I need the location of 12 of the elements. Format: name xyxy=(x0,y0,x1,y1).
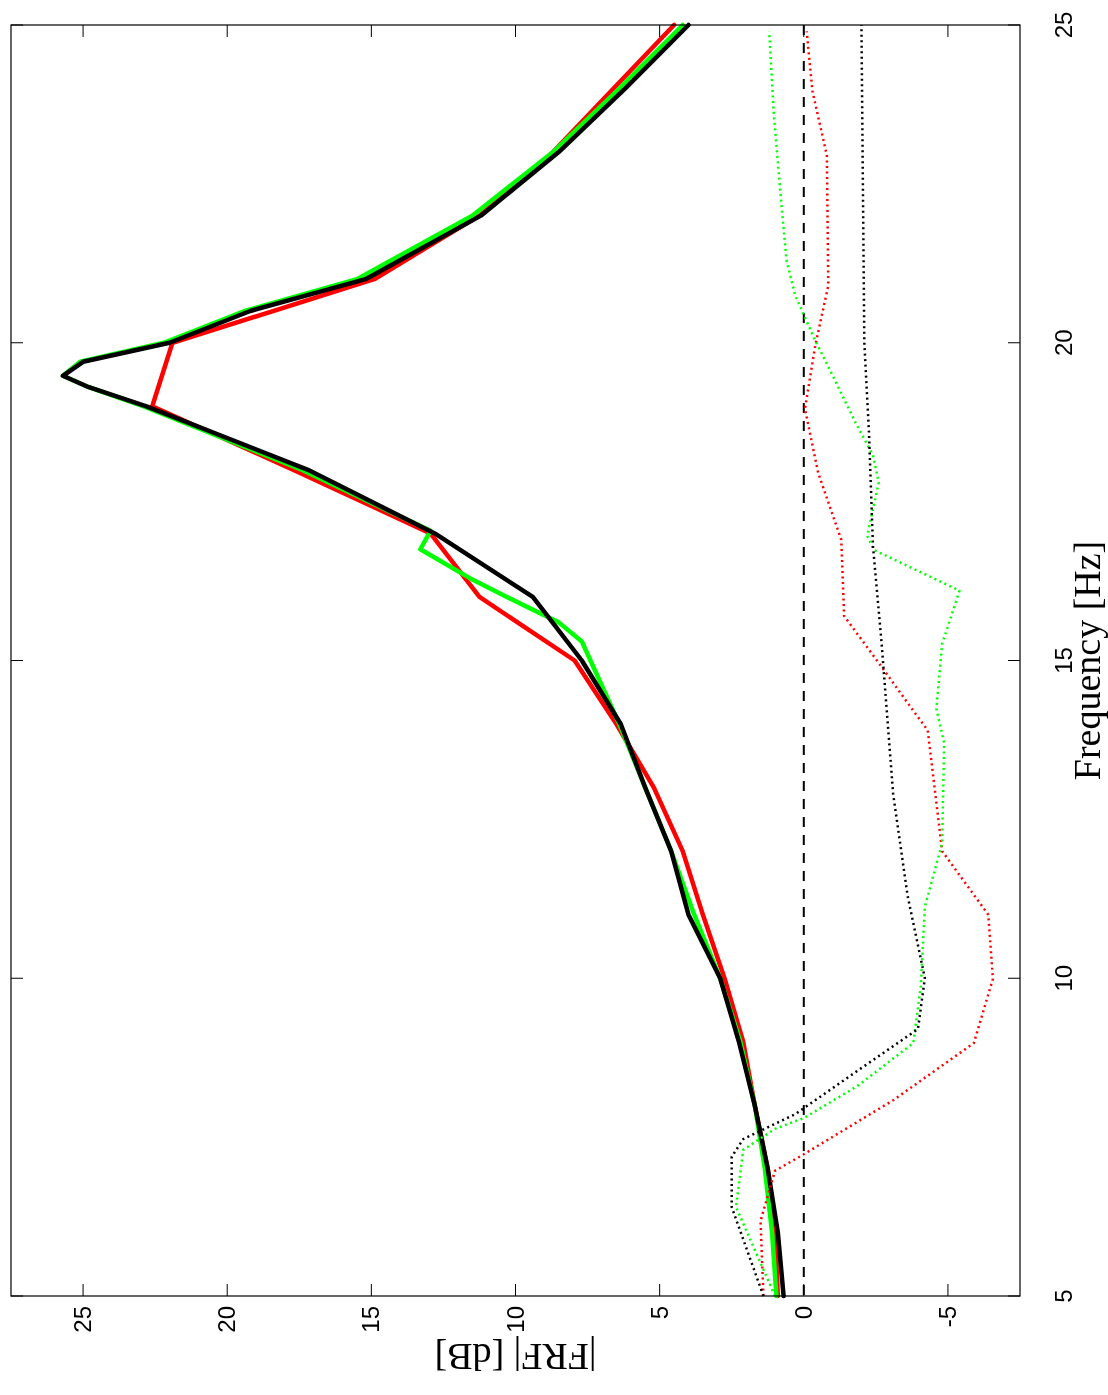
y-tick-label: 5 xyxy=(1050,1289,1077,1303)
x-tick-label: 20 xyxy=(213,1306,241,1333)
y-tick-label: 25 xyxy=(1050,11,1077,39)
x-tick-label: 0 xyxy=(789,1306,817,1320)
y-tick-label: 20 xyxy=(1050,329,1077,357)
x-axis-title: |FRF| [dB] xyxy=(434,1336,597,1378)
x-tick-label: 15 xyxy=(357,1306,385,1333)
x-tick-label: -5 xyxy=(933,1306,961,1328)
x-tick-label: 10 xyxy=(501,1306,529,1333)
x-tick-label: 5 xyxy=(645,1306,673,1320)
x-tick-label: 25 xyxy=(69,1306,97,1333)
y-tick-label: 10 xyxy=(1050,964,1077,992)
